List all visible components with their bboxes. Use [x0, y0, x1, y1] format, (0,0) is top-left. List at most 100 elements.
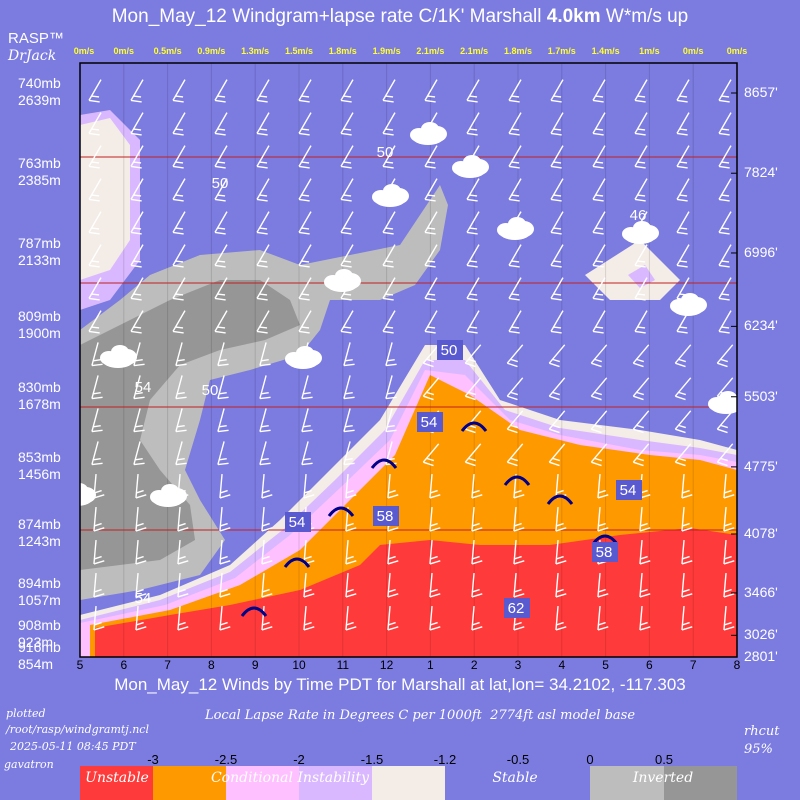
- wind-barb: [256, 178, 270, 202]
- wind-barb: [172, 277, 186, 301]
- pressure-level: 763mb: [18, 155, 61, 172]
- wind-barb: [214, 211, 228, 235]
- level-label-left: 874mb 1243m: [18, 516, 61, 550]
- altitude-feet-label: 8657': [744, 84, 778, 100]
- wind-barb: [88, 145, 102, 169]
- wind-barb: [340, 178, 354, 202]
- wind-barb: [592, 310, 606, 334]
- wind-barb: [135, 506, 147, 532]
- plot-timestamp: 2025-05-11 08:45 PDT: [10, 740, 136, 753]
- wind-barb: [466, 244, 480, 268]
- wind-barb: [298, 244, 312, 268]
- wind-barb: [464, 443, 482, 467]
- wind-barb: [88, 178, 102, 202]
- wind-barb: [634, 79, 648, 103]
- wstar-label: 1.5m/s: [284, 46, 314, 56]
- wstar-label: 0.9m/s: [197, 46, 226, 56]
- wind-barb: [639, 572, 651, 598]
- wind-barb: [508, 244, 522, 268]
- wind-barb: [298, 178, 312, 202]
- wind-barb: [88, 310, 102, 334]
- wind-barb: [385, 342, 397, 367]
- x-tick-label: 10: [292, 658, 306, 672]
- wind-barb: [718, 178, 732, 202]
- wind-barb: [723, 506, 735, 532]
- wind-barb: [508, 145, 522, 169]
- wind-barb: [506, 377, 524, 401]
- wind-barb: [133, 408, 145, 433]
- script-path: /root/rasp/windgramtj.ncl: [6, 723, 149, 736]
- cloud-symbol: [150, 484, 187, 507]
- wind-barb: [590, 344, 608, 368]
- wind-barb: [298, 211, 312, 235]
- wind-barb: [256, 79, 270, 103]
- wstar-label: 0.5m/s: [153, 46, 182, 56]
- wind-barb: [550, 178, 564, 202]
- thermal-arc: [503, 475, 531, 486]
- wind-barb: [681, 473, 693, 499]
- cloud-symbols: [80, 122, 737, 507]
- altitude-feet-label: 3466': [744, 583, 778, 600]
- wind-barb: [340, 79, 354, 103]
- wind-barb: [172, 244, 186, 268]
- wind-barb: [256, 145, 270, 169]
- wind-barb: [382, 310, 396, 334]
- wind-barb: [674, 443, 692, 467]
- wind-barb: [261, 572, 273, 598]
- wind-barb: [634, 277, 648, 301]
- wind-barb: [506, 443, 524, 467]
- x-tick-label: 3: [514, 658, 522, 672]
- wind-barb: [424, 145, 438, 169]
- wind-barb: [424, 211, 438, 235]
- wind-barb: [466, 178, 480, 202]
- wind-barb: [422, 377, 440, 401]
- wstar-label: 0m/s: [73, 46, 95, 56]
- wind-barb: [513, 572, 525, 598]
- thermal-arc: [591, 534, 619, 545]
- wind-barb: [508, 277, 522, 301]
- wind-barb: [634, 244, 648, 268]
- wind-barb: [256, 112, 270, 136]
- level-label-left: 894mb 1057m: [18, 575, 61, 609]
- wind-barb: [345, 539, 357, 565]
- wind-barb: [716, 344, 734, 368]
- wind-barb: [172, 79, 186, 103]
- right-axis-ticks: [731, 92, 737, 658]
- wind-barb: [91, 408, 103, 433]
- cloud-symbol: [100, 345, 137, 368]
- wind-barb: [676, 211, 690, 235]
- wind-barb: [681, 539, 693, 565]
- wind-barb: [214, 112, 228, 136]
- wind-barb: [506, 344, 524, 368]
- colorbar-tick: 0: [586, 752, 594, 767]
- wind-barb: [175, 408, 187, 433]
- level-label-left: 787mb 2133m: [18, 235, 61, 269]
- wind-barb: [550, 277, 564, 301]
- colorbar-swatch: [372, 766, 445, 800]
- wind-barb: [261, 605, 273, 631]
- wind-barb: [387, 605, 399, 631]
- colorbar-label-stable: Stable: [492, 770, 538, 786]
- wind-barb: [471, 539, 483, 565]
- wind-barb: [471, 506, 483, 532]
- colorbar-tick: -0.5: [506, 752, 530, 767]
- wind-barb: [382, 79, 396, 103]
- altitude-meters: 1456m: [18, 465, 61, 482]
- pressure-level: 853mb: [18, 448, 61, 465]
- wstar-label: 1m/s: [639, 46, 660, 56]
- wind-barb: [466, 277, 480, 301]
- altitude-feet-label: 7824': [744, 164, 778, 181]
- altitude-feet-label: 4078': [744, 525, 778, 541]
- wind-barb: [340, 310, 354, 334]
- x-tick-label: 8: [733, 658, 741, 672]
- thermal-arc: [327, 506, 355, 517]
- wind-barb: [548, 410, 566, 434]
- wind-barb: [217, 441, 229, 466]
- wind-barb: [382, 211, 396, 235]
- wind-barb: [674, 410, 692, 434]
- altitude-meters: 854m: [18, 656, 54, 672]
- level-label-left: 908mb 923m: [18, 617, 61, 651]
- brand-author: DrJack: [8, 48, 57, 64]
- wind-barb: [590, 410, 608, 434]
- wind-barb: [424, 79, 438, 103]
